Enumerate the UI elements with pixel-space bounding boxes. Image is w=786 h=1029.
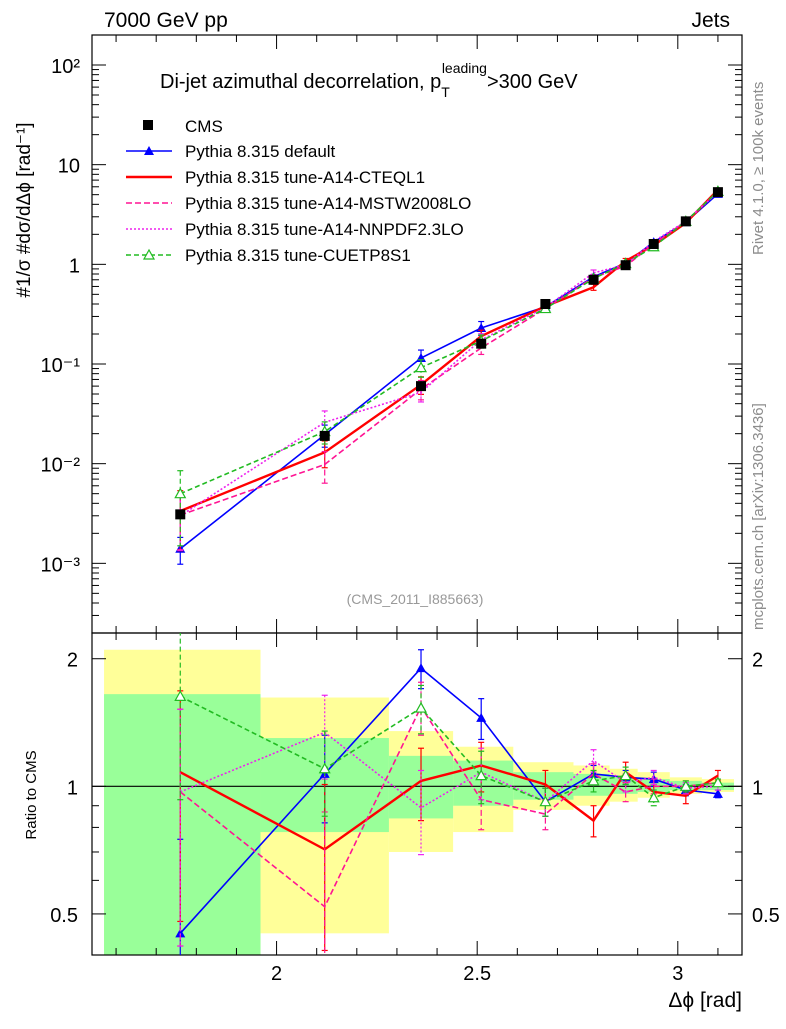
series-line <box>180 190 719 516</box>
data-point <box>588 274 599 285</box>
ratio-tick-label-left: 0.5 <box>50 905 78 927</box>
legend: CMS Pythia 8.315 default Pythia 8.315 tune… <box>126 117 471 265</box>
ratio-marker <box>712 788 723 798</box>
data-point <box>175 509 186 520</box>
ratio-axis-label: Ratio to CMS <box>23 750 40 839</box>
data-point <box>712 187 723 198</box>
y-tick-label: 10⁻² <box>41 455 81 477</box>
ratio-marker <box>174 690 187 701</box>
header-process: 7000 GeV pp <box>104 9 228 32</box>
legend-label: Pythia 8.315 tune-A14-MSTW2008LO <box>185 194 471 213</box>
data-point <box>648 238 659 249</box>
ratio-tick-label-right: 0.5 <box>752 905 780 927</box>
y-tick-label: 10⁻³ <box>41 554 81 576</box>
legend-marker <box>142 248 156 260</box>
band-inner-bin <box>104 694 261 955</box>
main-axis-ticks: 10⁻³ 10⁻² 10⁻¹ 1 10 10² <box>41 34 742 634</box>
y-tick-label: 1 <box>69 255 80 277</box>
ratio-marker <box>414 701 428 713</box>
ratio-tick-label-left: 2 <box>67 650 78 672</box>
band-inner-bin <box>609 777 638 794</box>
ratio-marker <box>318 762 331 774</box>
ratio-tick-label-right: 1 <box>752 777 763 799</box>
ratio-marker <box>619 769 632 781</box>
ratio-marker <box>416 663 427 673</box>
data-point <box>540 298 551 309</box>
ratio-marker <box>175 928 186 938</box>
ratio-tick-label-left: 1 <box>67 777 78 799</box>
y-tick-label: 10² <box>51 56 80 78</box>
ratio-line <box>179 667 718 934</box>
data-point <box>476 338 487 349</box>
mcplots-label: mcplots.cern.ch [arXiv:1306.3436] <box>750 403 767 630</box>
x-tick-label: 2.5 <box>463 963 491 985</box>
legend-label: Pythia 8.315 default <box>185 142 336 161</box>
ratio-marker <box>711 776 724 788</box>
ratio-marker <box>475 769 488 781</box>
series-line <box>179 191 719 517</box>
ratio-marker <box>647 791 660 803</box>
legend-label: Pythia 8.315 tune-A14-CTEQL1 <box>185 168 425 187</box>
ratio-pythia-8-315-tune-cuetp8s1 <box>174 633 724 817</box>
ratio-plot-frame <box>91 632 743 956</box>
y-tick-label: 10⁻¹ <box>41 355 81 377</box>
ratio-line <box>179 695 718 803</box>
data-point <box>620 260 631 271</box>
ratio-tick-label-right: 2 <box>752 650 763 672</box>
legend-marker-cms <box>143 120 153 130</box>
rivet-label: Rivet 4.1.0, ≥ 100k events <box>750 82 767 255</box>
series-marker <box>174 487 187 499</box>
ratio-marker <box>476 712 487 722</box>
chart-title: Di-jet azimuthal decorrelation, pTleadin… <box>160 60 578 100</box>
ratio-marker <box>587 774 600 786</box>
series-pythia-8-315-tune-cuetp8s1 <box>174 185 724 547</box>
ratio-line <box>179 764 719 851</box>
series-cms-data <box>175 187 723 520</box>
ratio-series-group <box>174 633 724 955</box>
legend-label-cms: CMS <box>185 117 223 136</box>
legend-marker <box>144 146 154 155</box>
ratio-marker <box>679 780 692 791</box>
x-tick-label: 3 <box>672 963 683 985</box>
series-marker <box>414 361 428 373</box>
analysis-watermark: (CMS_2011_I885663) <box>347 591 484 607</box>
main-series-group <box>174 185 724 565</box>
x-tick-label: 2 <box>271 963 282 985</box>
ratio-line <box>179 705 718 908</box>
data-point <box>319 430 330 441</box>
header-category: Jets <box>691 9 730 32</box>
data-point <box>416 381 427 392</box>
y-tick-label: 10 <box>58 156 80 178</box>
y-axis-label: #1/σ #dσ/dΔϕ [rad⁻¹] <box>14 122 35 297</box>
legend-label: Pythia 8.315 tune-A14-NNPDF2.3LO <box>185 220 464 239</box>
ratio-line <box>179 731 718 809</box>
series-line <box>179 190 719 495</box>
data-point <box>680 216 691 227</box>
ratio-marker <box>539 795 552 807</box>
series-pythia-8-315-tune-a14-mstw2008lo <box>177 189 721 551</box>
legend-label: Pythia 8.315 tune-CUETP8S1 <box>185 246 411 265</box>
x-axis-label: Δϕ [rad] <box>668 989 742 1012</box>
ratio-uncertainty-bands <box>104 649 734 955</box>
